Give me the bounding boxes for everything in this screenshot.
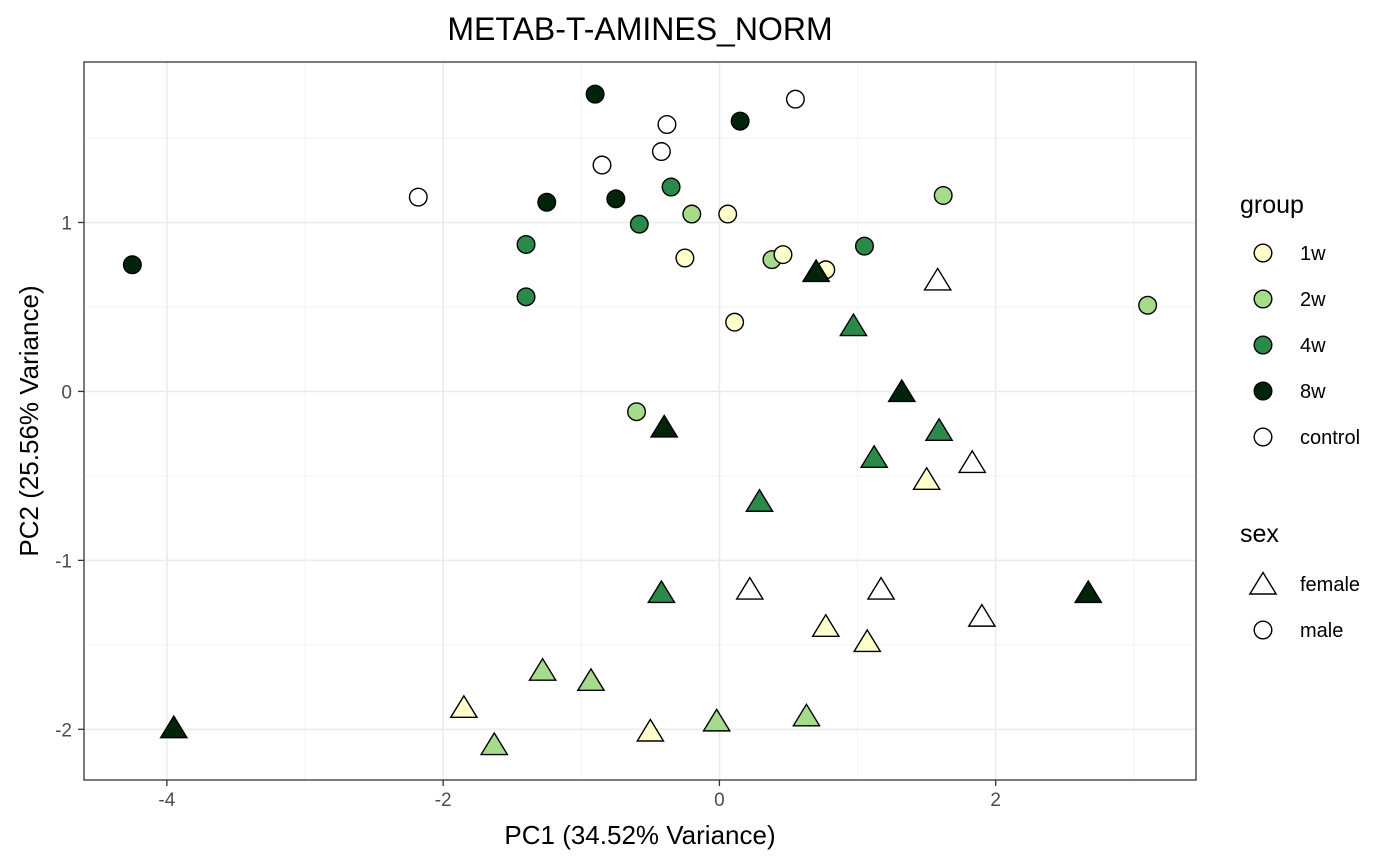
- point-4w-male: [854, 236, 874, 256]
- y-tick-label: 0: [61, 382, 72, 403]
- point-4w-male: [516, 287, 536, 307]
- legend-key-female: [1248, 571, 1278, 595]
- legend-label-1w: 1w: [1300, 243, 1326, 265]
- point-1w-male: [675, 248, 695, 268]
- point-2w-male: [682, 204, 702, 224]
- point-1w-male: [773, 245, 793, 265]
- point-2w-female: [576, 667, 606, 692]
- point-2w-female: [792, 702, 821, 727]
- point-control-female: [957, 449, 987, 474]
- legend-sex-title: sex: [1240, 520, 1279, 548]
- legend-label-8w: 8w: [1300, 381, 1326, 403]
- point-4w-female: [839, 312, 868, 337]
- point-4w-male: [629, 214, 649, 234]
- major-gridlines: [84, 62, 1196, 780]
- legend-key-4w: [1253, 335, 1273, 355]
- point-control-female: [866, 576, 896, 600]
- point-2w-male: [933, 185, 953, 205]
- legend-label-control: control: [1300, 427, 1360, 449]
- point-4w-male: [661, 177, 681, 197]
- point-1w-female: [811, 613, 841, 637]
- point-control-male: [657, 115, 677, 135]
- point-2w-male: [1138, 295, 1158, 315]
- point-control-male: [408, 187, 428, 207]
- panel-border: [83, 61, 1197, 781]
- x-axis: -4 -2 0 2: [158, 780, 1001, 811]
- legend-key-1w: [1253, 243, 1273, 263]
- point-8w-male: [537, 192, 557, 212]
- legend-label-female: female: [1300, 574, 1360, 596]
- point-2w-female: [702, 708, 732, 732]
- point-8w-female: [887, 378, 917, 403]
- y-tick-label: -1: [55, 551, 72, 572]
- point-control-male: [785, 89, 805, 109]
- point-control-male: [592, 155, 612, 175]
- point-8w-female: [801, 258, 831, 283]
- point-8w-male: [730, 111, 750, 131]
- y-axis: -2 -1 0 1: [55, 213, 84, 741]
- point-1w-female: [852, 628, 882, 653]
- chart-title: METAB-T-AMINES_NORM: [447, 11, 832, 47]
- y-tick-label: -2: [55, 720, 72, 741]
- x-tick-label: -4: [158, 790, 175, 811]
- point-8w-female: [1073, 579, 1103, 604]
- point-4w-female: [647, 579, 676, 604]
- point-4w-female: [745, 488, 774, 512]
- legend-label-4w: 4w: [1300, 335, 1326, 357]
- point-4w-female: [859, 444, 889, 469]
- point-2w-female: [479, 731, 509, 756]
- point-8w-male: [585, 84, 605, 104]
- point-control-female: [735, 576, 765, 600]
- point-1w-female: [912, 466, 942, 490]
- x-tick-label: -2: [435, 790, 452, 811]
- point-8w-male: [606, 189, 626, 209]
- y-tick-label: 1: [61, 213, 72, 234]
- legend-key-control: [1253, 427, 1273, 447]
- data-points: [122, 84, 1158, 756]
- point-1w-female: [449, 694, 479, 719]
- legend-sex-entries: female male: [1248, 571, 1360, 642]
- x-tick-label: 0: [714, 790, 725, 811]
- plot-panel: [83, 61, 1197, 781]
- point-8w-male: [122, 255, 142, 275]
- point-1w-male: [718, 204, 738, 224]
- legend-label-2w: 2w: [1300, 289, 1326, 311]
- legend: group 1w 2w 4w 8w control sex female male: [1240, 191, 1360, 642]
- point-2w-male: [627, 402, 647, 422]
- y-axis-title: PC2 (25.56% Variance): [14, 285, 44, 556]
- legend-group-title: group: [1240, 191, 1304, 219]
- point-1w-female: [635, 718, 665, 742]
- legend-group-entries: 1w 2w 4w 8w control: [1253, 243, 1360, 449]
- point-control-female: [967, 603, 997, 627]
- point-2w-female: [528, 657, 557, 681]
- legend-key-2w: [1253, 289, 1273, 309]
- point-4w-female: [924, 417, 954, 441]
- point-8w-female: [649, 414, 679, 438]
- point-control-female: [923, 267, 953, 291]
- point-8w-female: [159, 714, 189, 739]
- minor-gridlines: [84, 62, 1196, 780]
- x-tick-label: 2: [990, 790, 1001, 811]
- point-control-male: [651, 142, 671, 162]
- point-4w-male: [516, 234, 536, 254]
- legend-label-male: male: [1300, 620, 1343, 642]
- legend-key-male: [1253, 620, 1273, 640]
- point-1w-male: [725, 312, 745, 332]
- x-axis-title: PC1 (34.52% Variance): [504, 820, 775, 850]
- legend-key-8w: [1253, 381, 1273, 401]
